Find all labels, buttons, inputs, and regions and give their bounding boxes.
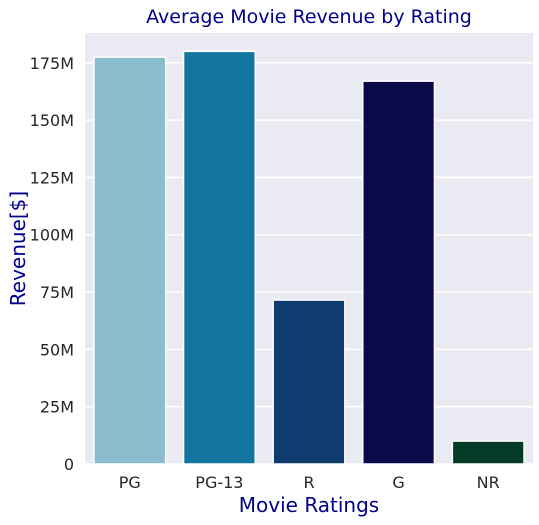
x-tick-label: G <box>392 473 404 492</box>
y-tick-label: 75M <box>40 283 74 302</box>
y-axis-label: Revenue[$] <box>6 191 30 306</box>
y-tick-label: 125M <box>30 168 74 187</box>
x-tick-label: R <box>303 473 314 492</box>
x-tick-label: PG <box>119 473 141 492</box>
bar-pg <box>93 56 167 465</box>
y-tick-label: 150M <box>30 111 74 130</box>
y-tick-label: 175M <box>30 54 74 73</box>
chart-title: Average Movie Revenue by Rating <box>146 6 472 28</box>
y-tick-label: 0 <box>64 455 74 474</box>
x-tick-labels: PG PG-13 R G NR <box>119 473 500 492</box>
bar-g <box>362 80 436 465</box>
x-axis-label: Movie Ratings <box>239 493 379 517</box>
y-tick-label: 50M <box>40 340 74 359</box>
bar-nr <box>451 440 525 465</box>
y-tick-labels: 0 25M 50M 75M 100M 125M 150M 175M <box>30 54 74 474</box>
bar-r <box>272 299 346 465</box>
x-tick-label: NR <box>477 473 500 492</box>
bar-pg-13 <box>182 50 256 465</box>
x-tick-label: PG-13 <box>195 473 243 492</box>
bars <box>93 50 525 465</box>
y-tick-label: 25M <box>40 398 74 417</box>
y-tick-label: 100M <box>30 226 74 245</box>
